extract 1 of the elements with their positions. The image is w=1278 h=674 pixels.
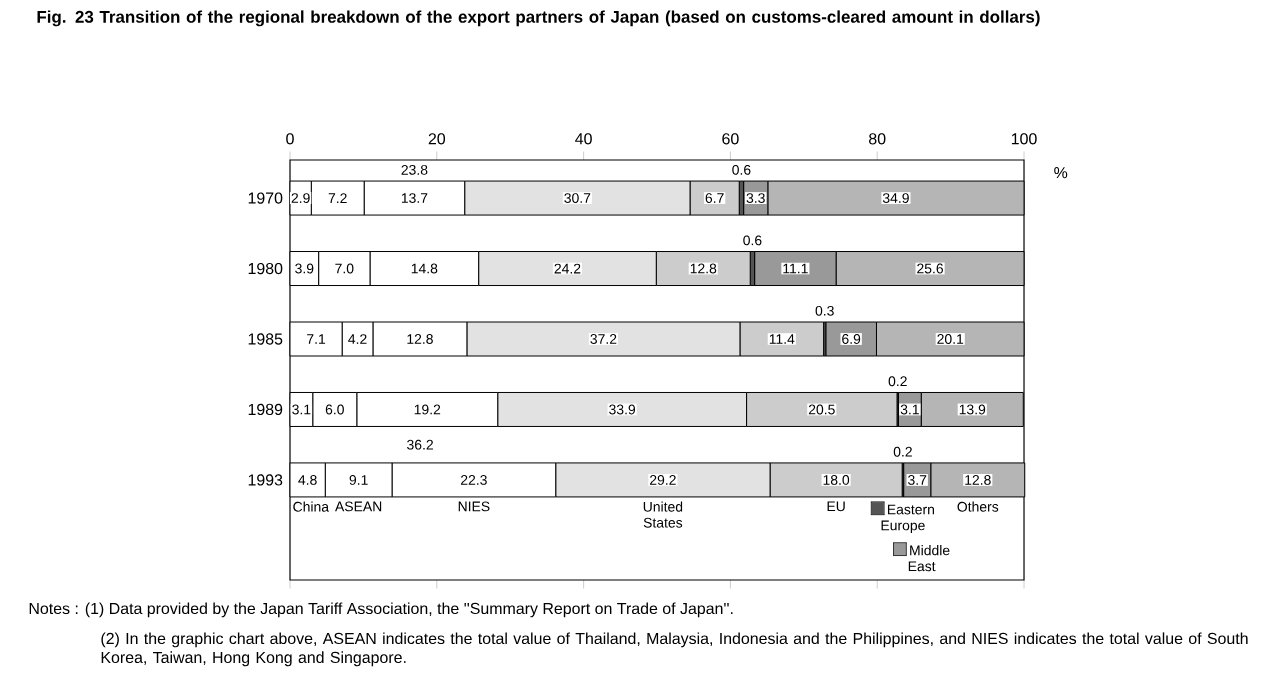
chart-title: Fig. 23 Transition of the regional breakdown of the export partners of Japan (based on customs-cleared amount in dollars) xyxy=(37,10,1040,27)
